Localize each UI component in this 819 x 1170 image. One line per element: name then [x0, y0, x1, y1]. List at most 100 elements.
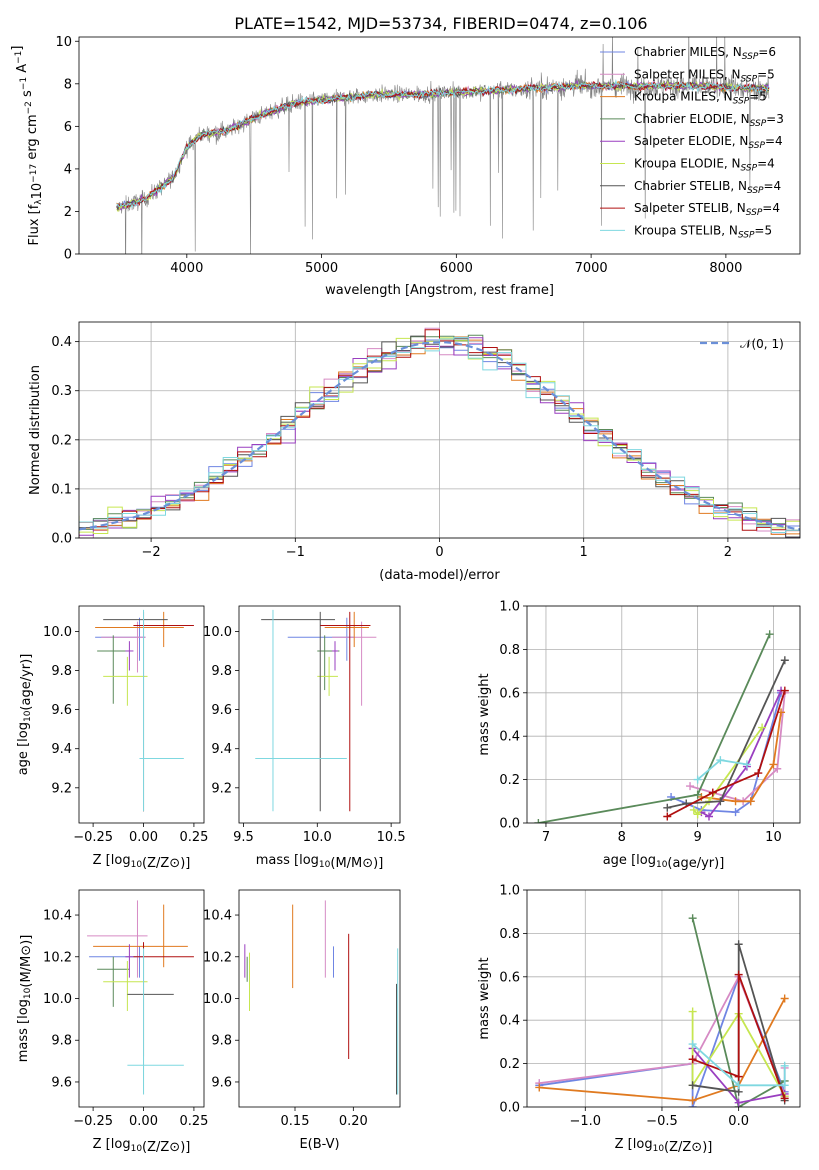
weight-point — [708, 788, 717, 797]
y-tick-label: 10.4 — [43, 909, 72, 924]
weight-point — [734, 1072, 743, 1081]
legend-text: =4 — [757, 157, 775, 171]
y-axis-label: Flux [fλ10−17 erg cm−2 s−1 A−1] — [10, 46, 45, 246]
label-part: −1 — [19, 77, 29, 90]
x-tick-label: 7 — [542, 830, 550, 845]
x-tick-label: 9 — [693, 830, 701, 845]
x-axis-label: age [log10(age/yr)] — [603, 853, 725, 871]
weight-line — [692, 974, 786, 1099]
x-axis-label: Z [log10(Z/Z⊙)] — [93, 853, 191, 871]
y-tick-label: 9.2 — [51, 781, 72, 796]
y-tick-label: 8 — [64, 77, 72, 92]
legend-text: Chabrier MILES, N — [634, 45, 742, 59]
y-tick-label: 10.0 — [203, 992, 232, 1007]
legend-entry: 𝒩(0, 1) — [740, 337, 784, 351]
y-tick-label: 0.6 — [499, 686, 520, 701]
label-part: (Z/Z⊙)] — [142, 856, 190, 871]
y-axis-label: age [log10(age/yr)] — [16, 654, 34, 776]
label-part: (age/yr)] — [667, 856, 724, 871]
label-part: (M/M⊙)] — [330, 856, 383, 871]
legend-text: Kroupa ELODIE, N — [634, 157, 741, 171]
label-part: −2 — [24, 101, 34, 114]
normal-curve — [79, 341, 800, 531]
legend-sub: SSP — [741, 164, 758, 174]
x-tick-label: −0.25 — [73, 1114, 113, 1129]
y-tick-label: 0.6 — [499, 970, 520, 985]
weight-line — [700, 690, 782, 818]
weight-point — [688, 1007, 697, 1016]
x-tick-label: 8000 — [709, 261, 742, 276]
weight-point — [663, 812, 672, 821]
legend-text: Salpeter STELIB, N — [634, 201, 746, 215]
y-tick-label: 10.4 — [203, 909, 232, 924]
observed-spectrum — [116, 37, 770, 254]
label-part: wavelength [Angstrom, rest frame] — [325, 283, 554, 298]
label-part: mass [ — [16, 1019, 31, 1062]
y-tick-label: 0.4 — [499, 1014, 520, 1029]
y-tick-label: 0.2 — [51, 433, 72, 448]
x-tick-label: 0.25 — [179, 830, 208, 845]
x-tick-label: 4000 — [170, 261, 203, 276]
weight-point — [688, 914, 697, 923]
y-tick-label: 10.2 — [203, 950, 232, 965]
model-spectrum — [116, 79, 770, 209]
legend-text: =5 — [754, 223, 772, 237]
residuals-panel: −2 −1 0 1 2 0.0 0.1 0.2 0.3 0.4 (data-model)/error… — [28, 321, 801, 583]
weight-point — [734, 1098, 743, 1107]
spectrum-panel: 4000 5000 6000 7000 8000 0 2 4 6 8 10 wavelength [A… — [10, 35, 801, 298]
axes-frame — [526, 889, 801, 1108]
label-part: erg cm — [25, 114, 40, 163]
label-part: Normed distribution — [28, 365, 43, 495]
label-part: mass [ — [256, 853, 299, 868]
weight-point — [780, 1081, 789, 1090]
weight-line — [692, 1043, 786, 1087]
weight-point — [780, 1061, 789, 1070]
y-tick-label: 0.4 — [51, 335, 72, 350]
weight-point — [705, 812, 713, 821]
residual-histogram — [79, 329, 800, 538]
y-tick-label: 0.8 — [499, 643, 520, 658]
weight-point — [731, 808, 740, 817]
x-axis-label: wavelength [Angstrom, rest frame] — [325, 283, 554, 298]
legend-text: Salpeter ELODIE, N — [634, 134, 748, 148]
y-tick-label: 0.8 — [499, 927, 520, 942]
legend-text: Kroupa MILES, N — [634, 90, 733, 104]
x-tick-label: −2 — [142, 545, 161, 560]
legend-entry: Salpeter ELODIE, NSSP=4 — [634, 134, 783, 151]
x-tick-label: 10.0 — [303, 830, 332, 845]
x-axis-label: (data-model)/error — [379, 568, 500, 583]
y-tick-label: 9.6 — [211, 703, 232, 718]
x-tick-label: 10.5 — [377, 830, 406, 845]
weight-point — [734, 970, 743, 979]
mass-vs-Z-panel: −0.25 0.00 0.259.69.810.010.210.4Z [log10(… — [16, 889, 208, 1155]
weight-point — [773, 764, 782, 773]
weight-line — [689, 692, 786, 803]
legend-text: Chabrier STELIB, N — [634, 179, 747, 193]
x-tick-label: 5000 — [305, 261, 338, 276]
label-part: log — [16, 722, 31, 742]
x-tick-label: 9.5 — [233, 830, 254, 845]
weight-point — [769, 760, 778, 769]
y-tick-label: 9.8 — [211, 664, 232, 679]
legend-sub: SSP — [748, 141, 765, 151]
label-part: A — [15, 64, 30, 77]
x-tick-label: −1.0 — [569, 1114, 601, 1129]
label-part: log — [111, 853, 131, 868]
y-tick-label: 4 — [64, 162, 72, 177]
weight-point — [716, 797, 725, 806]
y-tick-label: 0.2 — [499, 773, 520, 788]
x-tick-label: 6000 — [440, 261, 473, 276]
y-tick-label: 9.6 — [51, 1075, 72, 1090]
y-tick-label: 0.1 — [51, 482, 72, 497]
label-part: −1 — [14, 51, 24, 64]
label-sub: 10 — [131, 1144, 143, 1154]
weight-point — [688, 1081, 697, 1090]
label-sub: 10 — [131, 860, 143, 870]
legend-text: Chabrier ELODIE, N — [634, 112, 750, 126]
legend-entry: Chabrier ELODIE, NSSP=3 — [634, 112, 784, 129]
weight-point — [535, 1083, 544, 1092]
legend-sub: SSP — [733, 97, 750, 107]
legend-entry: Salpeter MILES, NSSP=5 — [634, 67, 775, 84]
x-axis-label: Z [log10(Z/Z⊙)] — [93, 1137, 191, 1155]
weight-point — [734, 940, 743, 949]
